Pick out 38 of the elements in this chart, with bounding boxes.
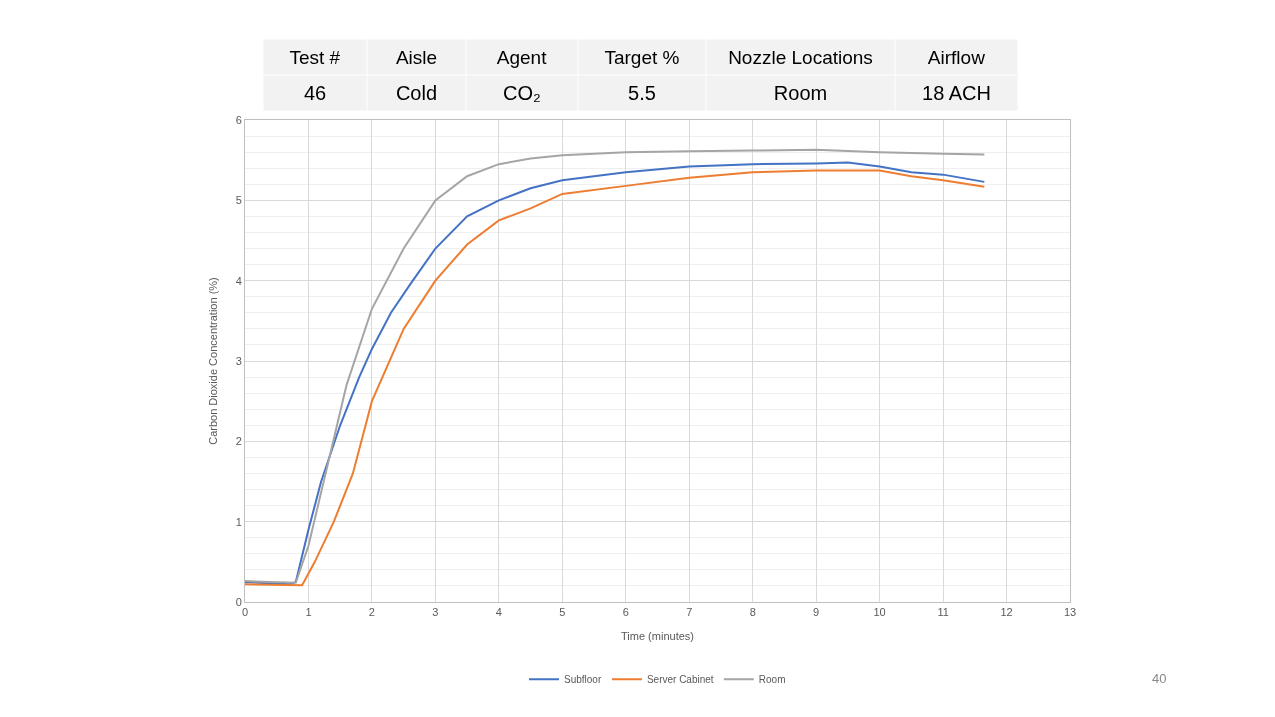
x-tick-label: 3: [432, 606, 439, 619]
text: 40: [1152, 671, 1167, 686]
text: Nozzle Locations: [728, 46, 873, 68]
x-tick-label: 6: [622, 606, 629, 619]
legend-label: Subfloor: [564, 674, 602, 686]
y-tick-label: 5: [235, 194, 242, 207]
y-tick-label: 4: [235, 274, 242, 287]
text: Cold: [395, 82, 438, 104]
legend-label: Server Cabinet: [646, 674, 714, 686]
y-tick-label: 3: [235, 354, 242, 367]
legend-label: Room: [758, 674, 786, 686]
text: Airflow: [927, 46, 986, 68]
y-tick-label: 2: [235, 435, 242, 448]
y-tick-label: 6: [235, 113, 242, 126]
x-tick-label: 8: [749, 606, 756, 619]
x-tick-label: 9: [813, 606, 820, 619]
y-tick-label: 0: [235, 595, 242, 608]
text: 46: [303, 82, 327, 104]
x-tick-label: 1: [305, 606, 312, 619]
x-tick-label: 7: [686, 606, 693, 619]
text: 18 ACH: [922, 82, 991, 104]
x-tick-label: 2: [368, 606, 375, 619]
y-tick-label: 1: [235, 515, 242, 528]
text: Target %: [604, 46, 680, 68]
x-axis-title: Time (minutes): [621, 630, 694, 643]
text: Room: [773, 82, 828, 104]
text: Test #: [289, 46, 341, 68]
x-tick-label: 10: [873, 606, 886, 619]
x-tick-label: 4: [495, 606, 502, 619]
text: CO₂: [503, 82, 541, 104]
x-tick-label: 13: [1063, 606, 1077, 619]
x-tick-label: 12: [1000, 606, 1013, 619]
y-axis-title: Carbon Dioxide Concentration (%): [207, 277, 220, 445]
x-tick-label: 5: [559, 606, 566, 619]
text: 5.5: [628, 82, 656, 104]
x-tick-label: 11: [937, 606, 949, 619]
text: Agent: [496, 46, 548, 68]
text: Aisle: [395, 46, 438, 68]
